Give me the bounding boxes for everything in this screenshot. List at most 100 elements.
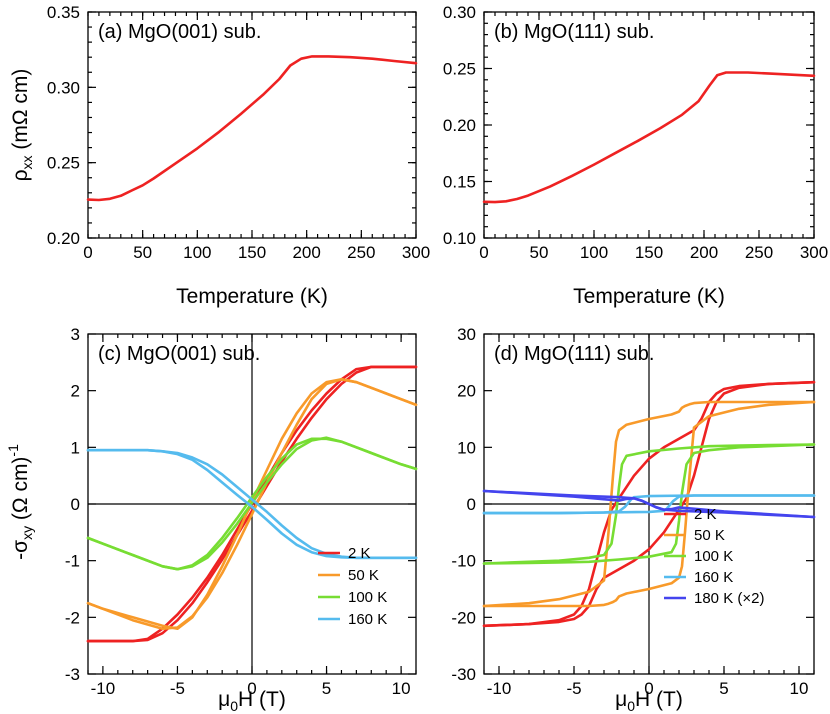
panel-d-ytick-label: 0: [467, 495, 476, 514]
panel-b-xtick-label: 300: [800, 243, 828, 262]
panel-b-xtick-label: 250: [745, 243, 773, 262]
panel-c-ylabel-rest: (Ω cm): [9, 457, 32, 526]
panel-b-title: (b) MgO(111) sub.: [494, 21, 654, 43]
panel-b-series: [482, 71, 816, 204]
panel-d-xticklabels: -10 -5 0 5 10: [487, 679, 809, 698]
panel-b-xtick-label: 50: [530, 243, 549, 262]
panel-d-ytick-label: 20: [457, 382, 476, 401]
series-50-k-return-line: [482, 400, 816, 608]
panel-c-xlabel-sub: 0: [230, 698, 238, 714]
panel-a-ytick-label: 0.20: [47, 229, 80, 248]
series-rho-xx-line: [482, 71, 816, 204]
panel-d-xtick-label: -10: [487, 679, 512, 698]
panel-c-title: (c) MgO(001) sub.: [98, 343, 260, 365]
panel-b-ytick-label: 0.15: [443, 173, 476, 192]
panel-c-ytick-label: 2: [71, 382, 80, 401]
panel-b-xtick-label: 200: [690, 243, 718, 262]
panel-c-legend: 2 K 50 K 100 K 160 K: [318, 545, 387, 628]
panel-d-yticklabels: -30 -20 -10 0 10 20 30: [451, 325, 476, 684]
series-180-k-2-return-line: [482, 489, 816, 519]
panel-c-legend-label: 100 K: [348, 589, 387, 606]
panel-c-xtick-label: 5: [322, 679, 331, 698]
panel-d-xtick-label: 0: [644, 679, 653, 698]
panel-a-xtick-label: 100: [183, 243, 211, 262]
panel-d: -10 -5 0 5 10 -30 -20 -10 0 10 20 30 2 K…: [451, 325, 816, 714]
panel-c-ytick-label: 0: [71, 495, 80, 514]
panel-c-ylabel: -σxy (Ω cm)-1: [5, 444, 35, 560]
panel-d-ytick-label: 30: [457, 325, 476, 344]
panel-c-xtick-label: -5: [170, 679, 185, 698]
panel-d-ytick-label: -10: [451, 552, 476, 571]
panel-d-xlabel-sub: 0: [627, 698, 635, 714]
panel-d-xtick-label: 10: [790, 679, 809, 698]
panel-d-legend-label: 160 K: [694, 569, 733, 586]
panel-a-ylabel-main: ρ: [9, 169, 32, 181]
panel-d-series: [482, 380, 816, 628]
panel-c-xtick-label: 10: [392, 679, 411, 698]
panel-b-xtick-label: 150: [635, 243, 663, 262]
panel-c-legend-label: 50 K: [348, 567, 379, 584]
panel-c: -10 -5 0 5 10 -3 -2 -1 0 1 2 3 2 K 50 K …: [5, 325, 418, 714]
panel-b-frame: [483, 11, 815, 239]
panel-c-ytick-label: 3: [71, 325, 80, 344]
panel-c-ytick-label: -1: [65, 552, 80, 571]
panel-c-ytick-label: -3: [65, 665, 80, 684]
panel-d-legend-label: 2 K: [694, 506, 717, 523]
panel-d-legend-label: 100 K: [694, 548, 733, 565]
panel-a-frame: [87, 11, 417, 239]
series-160-k-return-line: [86, 448, 418, 560]
panel-a-xtick-label: 150: [238, 243, 266, 262]
panel-d-xtick-label: 5: [719, 679, 728, 698]
series-100-k-return-line: [86, 437, 418, 571]
panel-c-xticklabels: -10 -5 0 5 10: [91, 679, 411, 698]
panel-a-xticklabels: 0 50 100 150 200 250 300: [83, 243, 430, 262]
panel-d-legend: 2 K 50 K 100 K 160 K 180 K (×2): [664, 506, 764, 607]
panel-c-ytick-label: -2: [65, 608, 80, 627]
panel-d-ytick-label: -30: [451, 665, 476, 684]
series-rho-xx-line: [86, 55, 418, 202]
panel-d-legend-label: 50 K: [694, 527, 725, 544]
panel-b-ytick-label: 0.30: [443, 3, 476, 22]
panel-c-legend-label: 2 K: [348, 545, 371, 562]
panel-d-xtick-label: -5: [566, 679, 581, 698]
series-100-k-line: [482, 443, 816, 565]
panel-a-series: [86, 55, 418, 202]
panel-c-xlabel-main: μ: [218, 688, 230, 711]
panel-a-title: (a) MgO(001) sub.: [98, 21, 261, 43]
panel-b-xticklabels: 0 50 100 150 200 250 300: [479, 243, 828, 262]
panel-d-ytick-label: 10: [457, 438, 476, 457]
panel-b-yticklabels: 0.10 0.15 0.20 0.25 0.30: [443, 3, 476, 248]
panel-a-xtick-label: 300: [402, 243, 430, 262]
panel-a-ylabel-sub: xx: [19, 155, 35, 169]
panel-c-ylabel-sub: xy: [19, 526, 35, 540]
panel-c-ylabel-sup: -1: [5, 444, 21, 457]
panel-d-title: (d) MgO(111) sub.: [494, 343, 654, 365]
panel-b-ytick-label: 0.25: [443, 60, 476, 79]
panel-a-ytick-label: 0.30: [47, 78, 80, 97]
panel-b-xtick-label: 0: [479, 243, 488, 262]
panel-b-xtick-label: 100: [580, 243, 608, 262]
series-2-k-return-line: [86, 365, 418, 643]
panel-c-xtick-label: 0: [247, 679, 256, 698]
series-2-k-line: [482, 380, 816, 628]
panel-d-ytick-label: -20: [451, 608, 476, 627]
series-100-k-return-line: [482, 443, 816, 565]
panel-c-yticklabels: -3 -2 -1 0 1 2 3: [65, 325, 80, 684]
panel-a-ylabel: ρxx (mΩ cm): [9, 69, 35, 182]
panel-a-xtick-label: 250: [347, 243, 375, 262]
panel-b-ticks: [483, 11, 815, 239]
panel-d-xlabel-rest: H (T): [635, 688, 683, 711]
panel-a-yticklabels: 0.20 0.25 0.30 0.35: [47, 3, 80, 248]
panel-a-xtick-label: 50: [133, 243, 152, 262]
panel-a-ytick-label: 0.35: [47, 3, 80, 22]
series-50-k-line: [482, 400, 816, 608]
panel-a-ylabel-rest: (mΩ cm): [9, 69, 32, 156]
panel-c-legend-label: 160 K: [348, 611, 387, 628]
panel-b-ytick-label: 0.10: [443, 229, 476, 248]
panel-b-ytick-label: 0.20: [443, 116, 476, 135]
panel-c-ylabel-main: -σ: [9, 540, 32, 560]
panel-d-ticks: [483, 333, 815, 675]
panel-c-series: [86, 365, 418, 643]
panel-d-xlabel-main: μ: [615, 688, 627, 711]
